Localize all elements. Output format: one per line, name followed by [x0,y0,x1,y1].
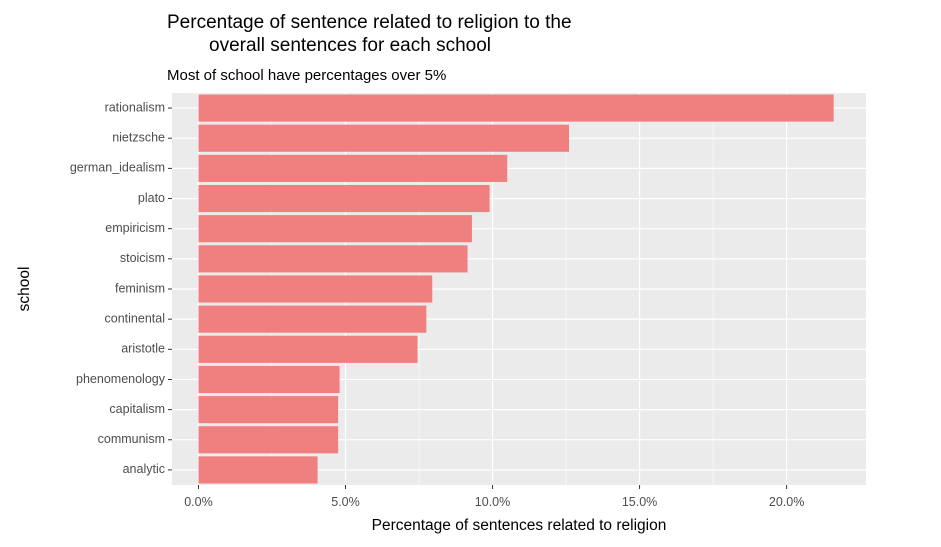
y-tick-label: german_idealism [70,161,165,175]
chart-title: Percentage of sentence related to religi… [167,11,572,57]
bar-analytic [198,456,318,484]
bar-german_idealism [198,154,508,182]
bar-aristotle [198,335,418,363]
y-tick-label: continental [105,311,165,325]
bar-rationalism [198,94,834,122]
x-tick-label: 10.0% [475,495,510,509]
y-axis: rationalism nietzsche german_idealismplato… [70,100,172,476]
bars [198,94,834,484]
bar-stoicism [198,245,468,273]
y-tick-label: stoicism [120,251,165,265]
bar-communism [198,426,339,454]
chart-title-line1: Percentage of sentence related to religi… [167,12,572,33]
bar-plato [198,184,490,213]
y-tick-label: plato [138,191,165,205]
y-tick-label: rationalism [105,100,165,114]
bar-continental [198,305,427,333]
y-tick-label: capitalism [109,402,165,416]
x-tick-label: 5.0% [331,495,360,509]
y-tick-label: empiricism [105,221,165,235]
x-tick-label: 0.0% [184,495,213,509]
bar-capitalism [198,396,339,424]
x-tick-label: 15.0% [622,495,657,509]
bar-nietzsche [198,124,569,152]
y-tick-label: analytic [123,462,165,476]
chart-subtitle: Most of school have percentages over 5% [167,67,447,84]
x-tick-label: 20.0% [769,495,804,509]
y-axis-title: school [16,267,33,312]
bar-feminism [198,275,433,303]
y-tick-label: communism [98,432,165,446]
y-tick-label: feminism [115,281,165,295]
y-tick-label: aristotle [121,342,165,356]
bar-phenomenology [198,365,340,394]
y-tick-label: phenomenology [76,372,166,386]
x-axis: 0.0% 5.0% 10.0% 15.0% 20.0% [184,485,804,509]
bar-empiricism [198,215,472,243]
x-axis-title: Percentage of sentences related to relig… [372,517,667,534]
chart-title-line2: overall sentences for each school [209,35,491,56]
y-tick-label: nietzsche [112,131,165,145]
